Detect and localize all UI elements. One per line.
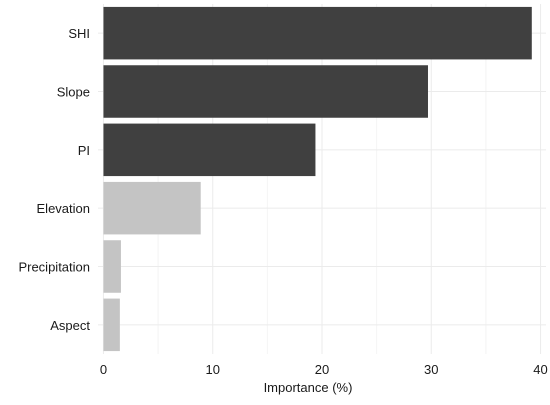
bar-shi <box>103 6 532 60</box>
x-axis-title: Importance (%) <box>264 380 353 395</box>
x-tick-label: 10 <box>205 362 219 377</box>
bar-layer <box>103 6 532 352</box>
x-tick-labels: 0 10 20 30 40 <box>100 362 548 377</box>
bar-slope <box>103 65 428 118</box>
bar-aspect <box>103 298 120 352</box>
category-labels: SHI Slope PI Elevation Precipitation Aspect <box>18 26 90 333</box>
category-label-elevation: Elevation <box>37 201 90 216</box>
bar-pi <box>103 123 316 177</box>
x-tick-label: 0 <box>100 362 107 377</box>
category-label-slope: Slope <box>57 85 90 100</box>
bar-elevation <box>103 181 201 235</box>
x-tick-label: 40 <box>533 362 547 377</box>
category-label-pi: PI <box>78 143 90 158</box>
category-label-shi: SHI <box>68 26 90 41</box>
x-tick-label: 20 <box>315 362 329 377</box>
bar-precipitation <box>103 240 121 293</box>
x-tick-label: 30 <box>424 362 438 377</box>
category-label-precipitation: Precipitation <box>18 260 90 275</box>
category-label-aspect: Aspect <box>50 318 90 333</box>
